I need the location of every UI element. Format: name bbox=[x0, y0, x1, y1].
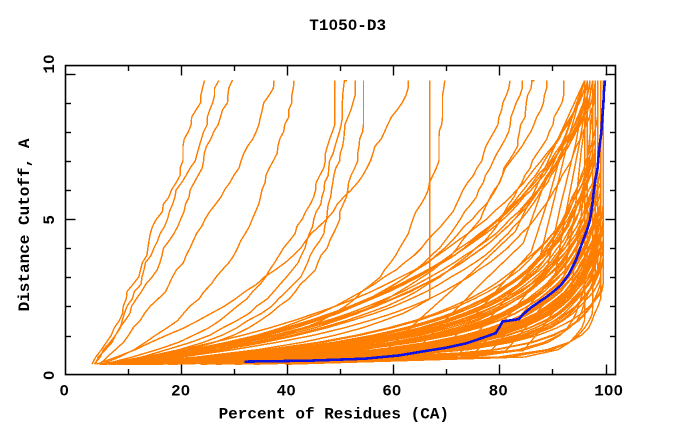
svg-text:40: 40 bbox=[277, 383, 296, 401]
svg-text:60: 60 bbox=[382, 383, 401, 401]
svg-text:5: 5 bbox=[41, 215, 59, 225]
svg-text:10: 10 bbox=[41, 54, 59, 73]
svg-text:Percent of Residues (CA): Percent of Residues (CA) bbox=[219, 406, 449, 424]
svg-text:Distance Cutoff, A: Distance Cutoff, A bbox=[16, 138, 34, 311]
svg-text:20: 20 bbox=[171, 383, 190, 401]
svg-text:T1050-D3: T1050-D3 bbox=[309, 17, 386, 35]
svg-text:80: 80 bbox=[489, 383, 508, 401]
